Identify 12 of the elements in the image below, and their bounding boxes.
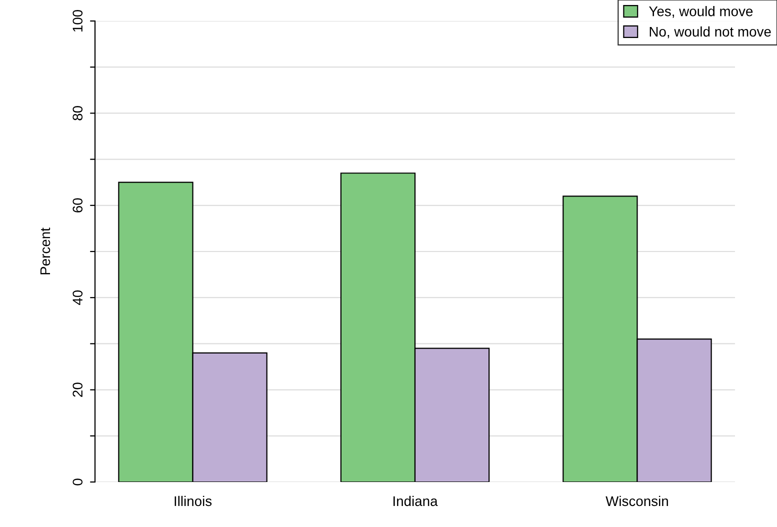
x-tick-label: Illinois	[174, 496, 212, 506]
legend-label: Yes, would move	[649, 6, 753, 18]
legend-label: No, would not move	[650, 26, 771, 38]
y-tick-label: 0	[72, 478, 83, 486]
y-tick-label: 100	[72, 10, 83, 32]
x-tick-label: Wisconsin	[606, 496, 668, 506]
y-tick-label: 40	[72, 290, 83, 306]
y-tick-label: 80	[72, 106, 83, 120]
y-tick-label: 20	[72, 382, 83, 397]
y-tick-label: 60	[72, 198, 83, 212]
x-tick-label: Indiana	[394, 496, 438, 506]
y-axis-title: Percent	[40, 228, 50, 274]
